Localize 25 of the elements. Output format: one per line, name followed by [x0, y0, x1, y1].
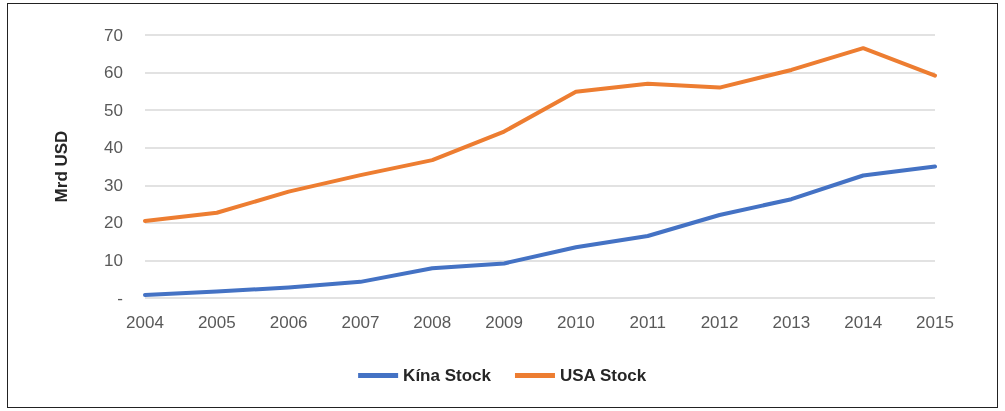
y-axis-title: Mrd USD [52, 130, 71, 203]
x-tick-label: 2012 [700, 313, 739, 332]
y-tick-label: 30 [104, 175, 123, 195]
legend-label: USA Stock [559, 366, 647, 385]
x-tick-label: 2015 [916, 313, 954, 332]
x-tick-label: 2008 [413, 313, 452, 332]
y-tick-label: - [117, 288, 123, 308]
x-tick-label: 2009 [485, 313, 524, 332]
line-series [143, 46, 937, 223]
y-tick-label: 70 [104, 25, 123, 45]
x-tick-label: 2014 [844, 313, 883, 332]
y-tick-label: 50 [104, 100, 123, 120]
x-tick-label: 2006 [269, 313, 308, 332]
y-tick-label: 40 [104, 138, 123, 158]
y-tick-label: 20 [104, 213, 123, 233]
x-tick-label: 2013 [772, 313, 811, 332]
x-tick-label: 2007 [341, 313, 380, 332]
y-tick-label: 60 [104, 63, 123, 83]
x-tick-label: 2004 [126, 313, 164, 332]
x-tick-label: 2010 [557, 313, 595, 332]
x-tick-label: 2011 [629, 313, 667, 332]
line-series [143, 164, 937, 297]
y-tick-label: 10 [104, 250, 123, 270]
legend-label: Kína Stock [403, 366, 492, 385]
x-tick-label: 2005 [197, 313, 236, 332]
